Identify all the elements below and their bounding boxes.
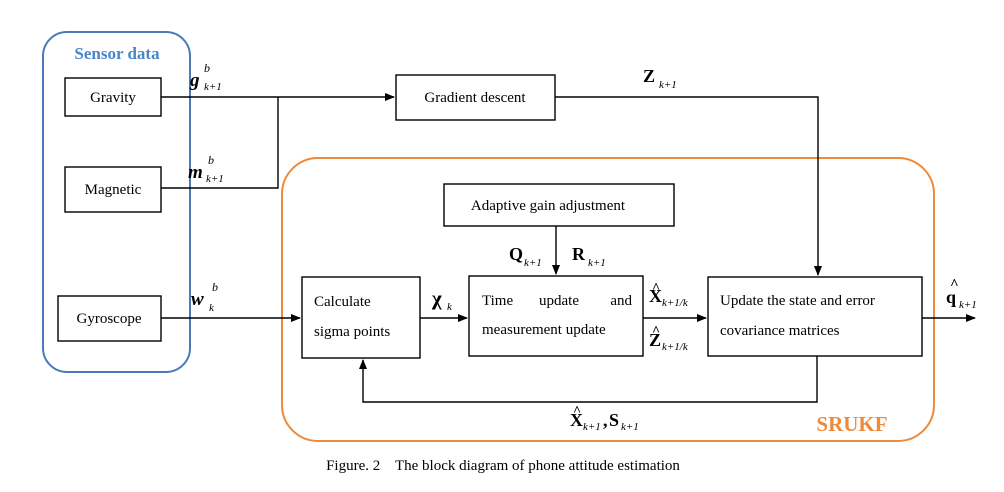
feedback-arrow (359, 356, 818, 403)
signal-chi-label: χ k (431, 286, 453, 313)
sigma-points-label-line2: sigma points (314, 324, 390, 340)
svg-text:X: X (570, 410, 583, 430)
signal-zhat-pred-label: ^ Z k+1/k (649, 324, 689, 353)
figure-caption: Figure. 2 The block diagram of phone att… (326, 458, 680, 474)
svg-text:k+1/k: k+1/k (662, 297, 689, 309)
svg-text:b: b (208, 153, 214, 167)
sigma-points-block: Calculate sigma points (301, 276, 421, 359)
svg-text:q: q (946, 287, 956, 307)
svg-text:k+1: k+1 (524, 257, 542, 269)
magnetic-label: Magnetic (85, 182, 142, 198)
svg-text:^: ^ (652, 281, 660, 296)
time-update-word-1: Time (482, 293, 513, 309)
gradient-descent-block: Gradient descent (395, 74, 556, 121)
svg-text:Q: Q (509, 244, 523, 264)
signal-w-label: w b k (191, 280, 218, 314)
sensor-data-title: Sensor data (74, 44, 160, 63)
time-update-word-3: and (610, 293, 632, 309)
svg-text:,: , (603, 410, 608, 430)
svg-text:^: ^ (652, 324, 660, 339)
gravity-block: Gravity (64, 77, 162, 117)
svg-text:b: b (204, 61, 210, 75)
time-update-label-line2: measurement update (482, 322, 606, 338)
svg-text:w: w (191, 289, 204, 310)
svg-text:b: b (212, 280, 218, 294)
svg-text:S: S (609, 410, 619, 430)
svg-text:k: k (447, 301, 453, 313)
svg-text:k+1/k: k+1/k (662, 341, 689, 353)
adaptive-gain-label: Adaptive gain adjustment (471, 198, 626, 214)
svg-text:g: g (189, 70, 200, 91)
svg-text:X: X (649, 286, 662, 306)
srukf-title: SRUKF (816, 412, 887, 436)
svg-text:k+1: k+1 (659, 79, 677, 91)
update-state-block: Update the state and error covariance ma… (707, 276, 923, 357)
svg-text:k+1: k+1 (206, 173, 224, 185)
magnetic-block: Magnetic (64, 166, 162, 213)
svg-text:^: ^ (573, 404, 581, 419)
gradient-descent-label: Gradient descent (424, 90, 526, 106)
adaptive-gain-block: Adaptive gain adjustment (443, 183, 675, 227)
update-state-label-line2: covariance matrices (720, 323, 840, 339)
sigma-points-label-line1: Calculate (314, 294, 371, 310)
signal-qhat-output-label: ^ q k+1 (946, 277, 977, 311)
update-state-label-line1: Update the state and error (720, 293, 875, 309)
gradient-to-update-arrow (555, 96, 822, 276)
svg-text:k+1: k+1 (204, 81, 222, 93)
svg-text:Z: Z (643, 66, 655, 86)
gyroscope-label: Gyroscope (77, 311, 142, 327)
svg-text:k+1: k+1 (959, 299, 977, 311)
time-update-block: Time update and measurement update (468, 275, 644, 357)
svg-text:k+1: k+1 (588, 257, 606, 269)
svg-text:k: k (209, 302, 215, 314)
signal-z-label: Z k+1 (643, 66, 677, 91)
svg-text:R: R (572, 244, 586, 264)
signal-q-label: Q k+1 (509, 244, 542, 269)
svg-text:Z: Z (649, 330, 661, 350)
svg-text:k+1: k+1 (621, 421, 639, 433)
svg-text:m: m (188, 162, 203, 183)
signal-xhat-pred-label: ^ X k+1/k (649, 281, 689, 309)
signal-g-label: g b k+1 (189, 61, 222, 93)
svg-text:^: ^ (950, 277, 959, 293)
magnetic-to-gradient-line (161, 97, 279, 189)
signal-m-label: m b k+1 (188, 153, 224, 185)
gyroscope-block: Gyroscope (57, 295, 162, 342)
signal-r-label: R k+1 (572, 244, 606, 269)
svg-text:k+1: k+1 (583, 421, 601, 433)
signal-feedback-label: ^ X k+1 , S k+1 (570, 404, 639, 433)
gravity-label: Gravity (90, 90, 136, 106)
srukf-group (281, 157, 935, 442)
time-update-word-2: update (539, 293, 579, 309)
sensor-data-group (42, 31, 191, 373)
svg-text:χ: χ (431, 286, 442, 310)
